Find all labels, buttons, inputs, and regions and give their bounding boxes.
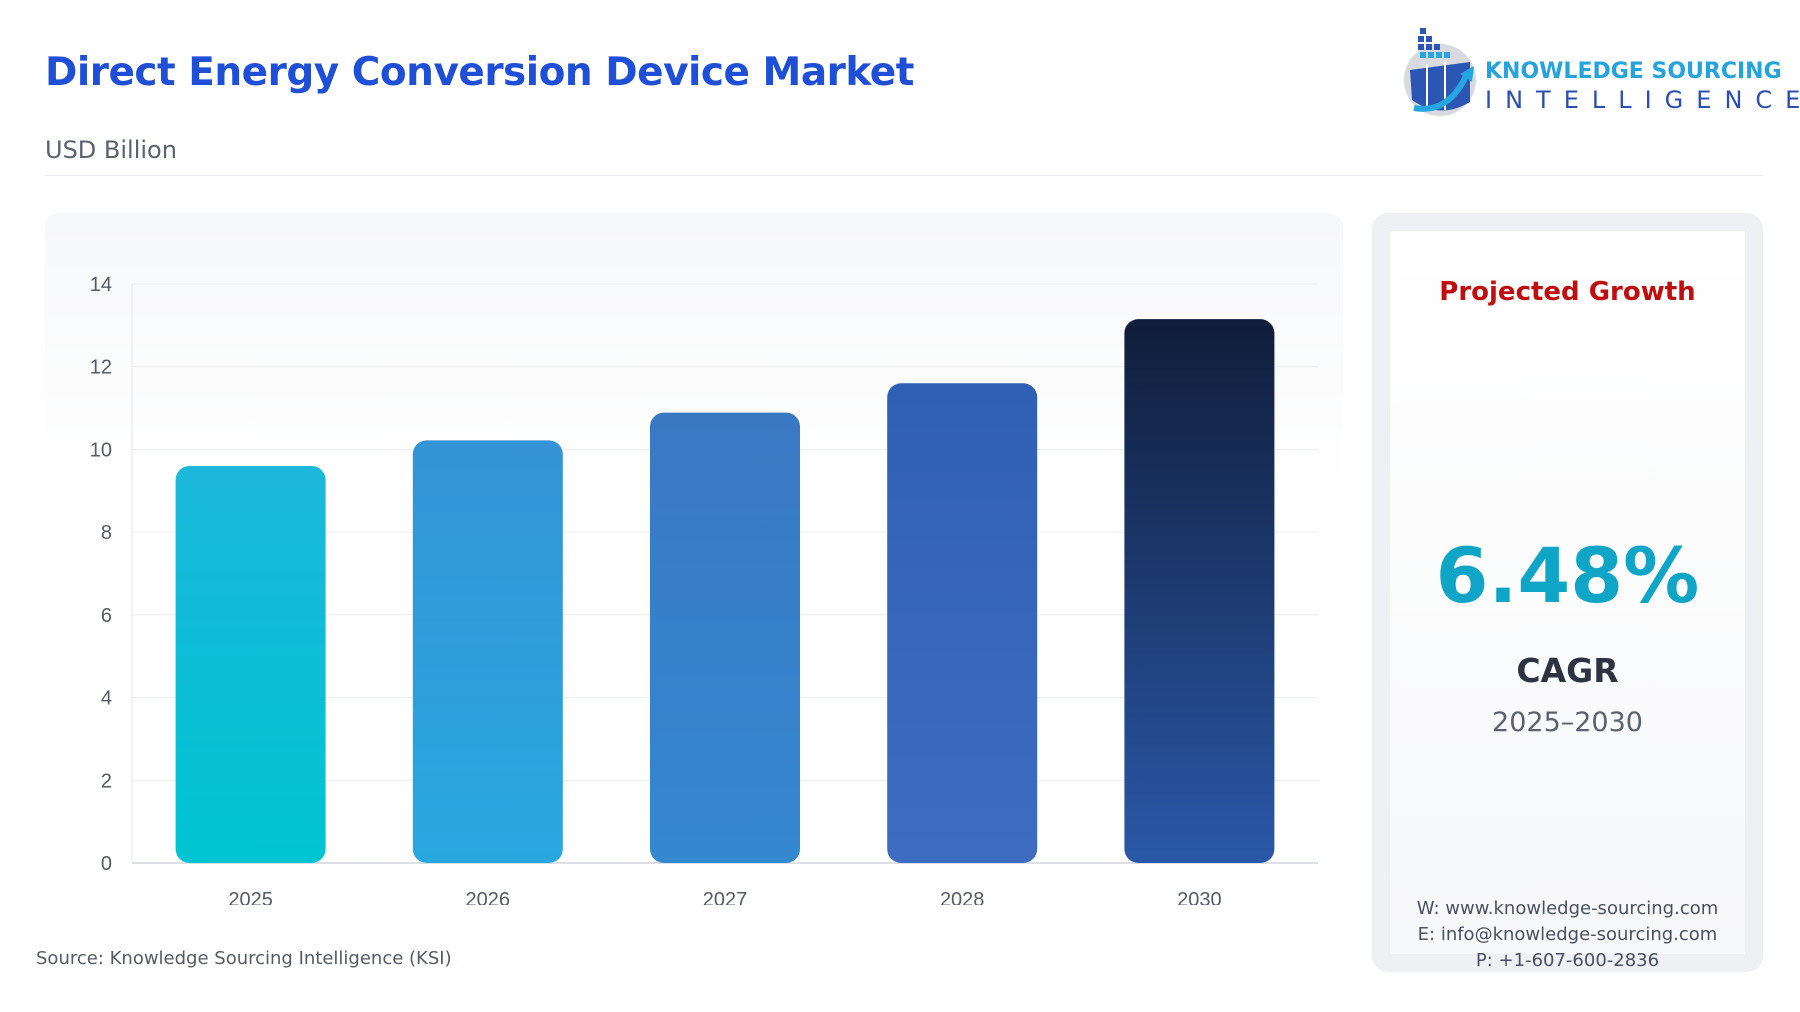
y-tick-label: 2	[101, 770, 112, 792]
logo-icon	[1404, 28, 1476, 116]
cagr-period: 2025–2030	[1492, 707, 1643, 738]
email-link[interactable]: E: info@knowledge-sourcing.com	[1417, 924, 1718, 945]
x-tick-label: 2028	[940, 889, 985, 905]
growth-panel: Projected Growth 6.48% CAGR 2025–2030 W:…	[1372, 213, 1763, 972]
x-tick-label: 2026	[466, 889, 511, 905]
y-tick-label: 10	[90, 439, 112, 461]
y-tick-label: 12	[90, 357, 112, 379]
bar-2026	[412, 440, 563, 863]
logo-text-sub: INTELLIGENCE	[1485, 86, 1800, 114]
projected-growth-heading: Projected Growth	[1439, 277, 1696, 307]
y-tick-label: 4	[101, 688, 112, 710]
y-tick-label: 14	[90, 274, 112, 296]
ksi-logo: KNOWLEDGE SOURCING INTELLIGENCE	[1400, 22, 1800, 122]
contact-info: W: www.knowledge-sourcing.com E: info@kn…	[1390, 896, 1745, 974]
cagr-label: CAGR	[1516, 651, 1619, 690]
x-tick-label: 2027	[703, 889, 748, 905]
chart-card: 0 2 4 6 8 10 12 14 2025 2026 2027 2028 2030	[45, 213, 1343, 905]
y-tick-label: 8	[101, 522, 112, 544]
x-tick-label: 2030	[1177, 889, 1222, 905]
bar-2027	[650, 412, 800, 863]
bar-2025	[175, 465, 326, 863]
page-title: Direct Energy Conversion Device Market	[45, 50, 914, 95]
cagr-value: 6.48%	[1435, 531, 1700, 620]
phone-number: P: +1-607-600-2836	[1475, 950, 1660, 971]
y-tick-label: 0	[101, 853, 112, 875]
source-note: Source: Knowledge Sourcing Intelligence …	[36, 948, 452, 969]
y-tick-label: 6	[101, 605, 112, 627]
logo-text: KNOWLEDGE SOURCING	[1485, 59, 1782, 84]
website-link[interactable]: W: www.knowledge-sourcing.com	[1416, 898, 1719, 919]
unit-subtitle: USD Billion	[45, 136, 177, 164]
x-tick-label: 2025	[228, 889, 273, 905]
header-divider	[45, 175, 1763, 176]
bar-2028	[887, 383, 1038, 863]
bar-chart: 0 2 4 6 8 10 12 14 2025 2026 2027 2028 2030	[90, 274, 1318, 905]
bar-2030	[1124, 319, 1275, 863]
